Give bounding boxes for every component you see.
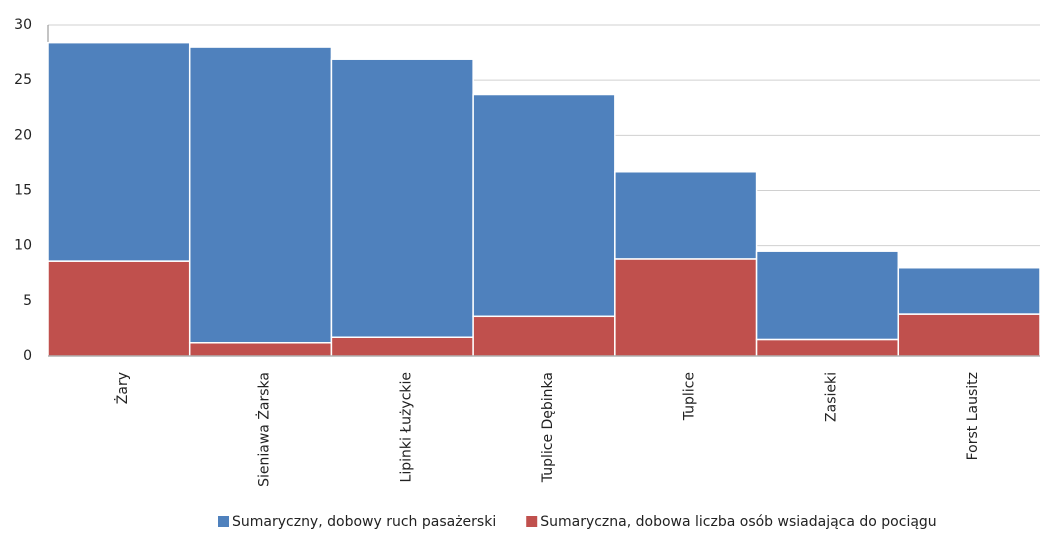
x-tick-label: Żary [113, 372, 131, 404]
legend-label: Sumaryczna, dobowa liczba osób wsiadając… [540, 514, 936, 530]
y-tick-label: 0 [23, 348, 32, 364]
bar-segment [330, 58, 474, 338]
bar-segment [47, 260, 191, 357]
y-tick-label: 30 [14, 17, 32, 33]
bar-segment [614, 258, 758, 357]
bar-segment [188, 46, 333, 344]
y-tick-label: 25 [14, 72, 32, 88]
bar-segment [472, 93, 616, 318]
x-tick-label: Lipinki Łużyckie [398, 372, 414, 482]
y-tick-label: 15 [14, 183, 32, 199]
x-tick-label: Tuplice [682, 372, 698, 421]
y-tick-label: 5 [23, 293, 32, 309]
bar-segment [188, 342, 333, 357]
bar-segment [897, 266, 1040, 315]
bar-segment [755, 250, 900, 341]
x-tick-label: Tuplice Dębinka [540, 372, 556, 483]
bar-segment [755, 338, 900, 357]
x-tick-label: Forst Lausitz [965, 372, 981, 460]
bar-segment [47, 41, 191, 262]
legend-label: Sumaryczny, dobowy ruch pasażerski [232, 514, 496, 530]
x-tick-label: Zasieki [823, 372, 839, 422]
y-tick-label: 10 [14, 238, 32, 254]
bar-segment [472, 315, 616, 357]
legend-swatch [218, 516, 229, 527]
bar-segment [330, 336, 474, 357]
bar-segment [897, 313, 1040, 357]
y-tick-label: 20 [14, 127, 32, 143]
legend-swatch [526, 516, 538, 527]
bar-segment [614, 170, 758, 260]
x-tick-label: Sieniawa Żarska [255, 372, 273, 487]
